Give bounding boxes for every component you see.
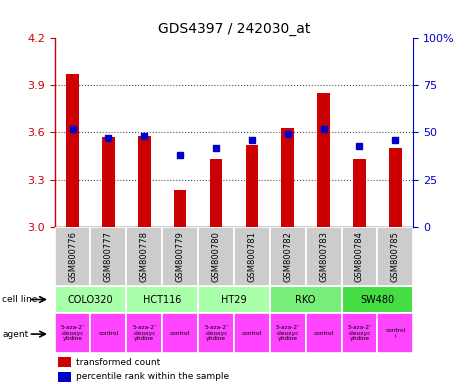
Bar — [270, 227, 306, 286]
Bar — [55, 313, 91, 353]
Bar — [126, 286, 198, 313]
Bar — [306, 313, 342, 353]
Bar — [126, 313, 162, 353]
Bar — [389, 148, 401, 227]
Text: cell line: cell line — [2, 295, 38, 304]
Text: GSM800785: GSM800785 — [391, 231, 400, 282]
Bar — [162, 227, 198, 286]
Bar — [91, 313, 126, 353]
Bar — [102, 137, 114, 227]
Text: percentile rank within the sample: percentile rank within the sample — [76, 372, 229, 381]
Text: GSM800777: GSM800777 — [104, 231, 113, 282]
Text: SW480: SW480 — [361, 295, 394, 305]
Text: GSM800782: GSM800782 — [283, 231, 292, 282]
Bar — [342, 313, 378, 353]
Bar — [378, 227, 413, 286]
Bar — [138, 136, 151, 227]
Text: control
l: control l — [385, 328, 406, 339]
Text: RKO: RKO — [295, 295, 316, 305]
Text: GSM800781: GSM800781 — [247, 231, 257, 282]
Bar — [58, 357, 71, 367]
Text: 5-aza-2'
-deoxyc
ytidine: 5-aza-2' -deoxyc ytidine — [61, 325, 85, 341]
Bar — [353, 159, 366, 227]
Bar — [270, 286, 342, 313]
Text: GSM800783: GSM800783 — [319, 231, 328, 282]
Title: GDS4397 / 242030_at: GDS4397 / 242030_at — [158, 22, 310, 36]
Bar — [282, 128, 294, 227]
Text: 5-aza-2'
-deoxyc
ytidine: 5-aza-2' -deoxyc ytidine — [348, 325, 371, 341]
Text: agent: agent — [2, 329, 28, 339]
Bar — [210, 159, 222, 227]
Bar — [342, 227, 378, 286]
Bar — [270, 313, 306, 353]
Bar — [198, 286, 270, 313]
Text: HT29: HT29 — [221, 295, 247, 305]
Text: transformed count: transformed count — [76, 358, 161, 367]
Bar — [91, 227, 126, 286]
Text: 5-aza-2'
-deoxyc
ytidine: 5-aza-2' -deoxyc ytidine — [276, 325, 300, 341]
Bar — [66, 74, 79, 227]
Bar — [234, 227, 270, 286]
Bar — [234, 313, 270, 353]
Text: 5-aza-2'
-deoxyc
ytidine: 5-aza-2' -deoxyc ytidine — [204, 325, 228, 341]
Bar — [174, 190, 186, 227]
Text: GSM800780: GSM800780 — [211, 231, 220, 282]
Text: control: control — [98, 331, 119, 336]
Bar — [306, 227, 342, 286]
Bar — [58, 372, 71, 382]
Text: GSM800784: GSM800784 — [355, 231, 364, 282]
Text: GSM800778: GSM800778 — [140, 231, 149, 282]
Text: GSM800779: GSM800779 — [176, 231, 185, 282]
Text: GSM800776: GSM800776 — [68, 231, 77, 282]
Text: control: control — [170, 331, 190, 336]
Bar — [317, 93, 330, 227]
Bar — [55, 227, 91, 286]
Text: COLO320: COLO320 — [67, 295, 114, 305]
Text: HCT116: HCT116 — [143, 295, 181, 305]
Text: 5-aza-2'
-deoxyc
ytidine: 5-aza-2' -deoxyc ytidine — [133, 325, 156, 341]
Bar — [378, 313, 413, 353]
Text: control: control — [314, 331, 334, 336]
Text: control: control — [242, 331, 262, 336]
Bar — [162, 313, 198, 353]
Bar — [198, 313, 234, 353]
Bar — [126, 227, 162, 286]
Bar — [342, 286, 413, 313]
Bar — [55, 286, 126, 313]
Bar — [246, 145, 258, 227]
Bar — [198, 227, 234, 286]
